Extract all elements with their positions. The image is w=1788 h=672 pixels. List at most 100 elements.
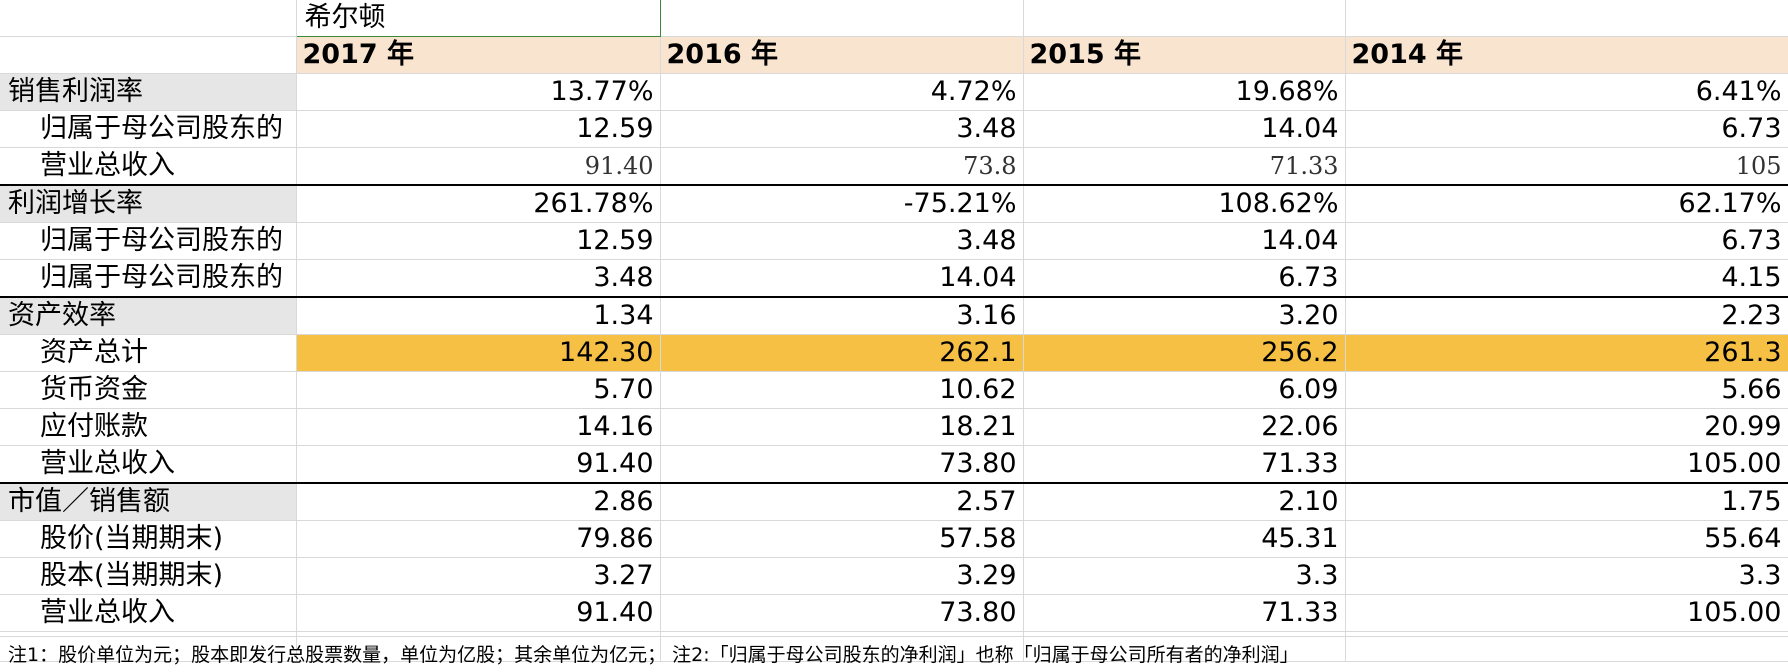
year-header-cell[interactable]: 2017 年	[296, 36, 661, 74]
value-cell[interactable]: 2.57	[660, 482, 1024, 521]
value-cell[interactable]: 22.06	[1023, 408, 1346, 446]
table-row: 股价(当期期末) 79.86 57.58 45.31 55.64	[0, 520, 1788, 558]
year-header-row: 2017 年 2016 年 2015 年 2014 年	[0, 36, 1788, 74]
footnote-text[interactable]: 注1：股价单位为元；股本即发行总股票数量，单位为亿股；其余单位为亿元； 注2:「…	[0, 636, 1788, 672]
value-cell[interactable]: 108.62%	[1023, 184, 1346, 223]
value-cell[interactable]: 73.80	[660, 594, 1024, 632]
value-cell[interactable]: 12.59	[296, 222, 661, 260]
row-label-cell[interactable]: 股本(当期期末)	[0, 557, 297, 595]
row-label-cell[interactable]: 应付账款	[0, 408, 297, 446]
table-row: 营业总收入 91.40 73.80 71.33 105.00	[0, 594, 1788, 632]
value-cell[interactable]: 262.1	[660, 334, 1024, 372]
value-cell[interactable]: 14.16	[296, 408, 661, 446]
value-cell[interactable]: 142.30	[296, 334, 661, 372]
table-row: 归属于母公司股东的 12.59 3.48 14.04 6.73	[0, 110, 1788, 148]
value-cell[interactable]: 13.77%	[296, 73, 661, 111]
value-cell[interactable]: 2.23	[1345, 296, 1788, 335]
cell-empty[interactable]	[0, 36, 297, 74]
section-label-cell[interactable]: 市值／销售额	[0, 482, 297, 521]
section-label-cell[interactable]: 资产效率	[0, 296, 297, 335]
year-header-cell[interactable]: 2015 年	[1023, 36, 1346, 74]
section-label-cell[interactable]: 销售利润率	[0, 73, 297, 111]
row-label-cell[interactable]: 归属于母公司股东的	[0, 222, 297, 260]
value-cell[interactable]: 4.72%	[660, 73, 1024, 111]
table-row: 市值／销售额 2.86 2.57 2.10 1.75	[0, 482, 1788, 521]
table-row: 归属于母公司股东的 3.48 14.04 6.73 4.15	[0, 259, 1788, 298]
value-cell[interactable]: 1.34	[296, 296, 661, 335]
row-label-cell[interactable]: 营业总收入	[0, 445, 297, 484]
value-cell[interactable]: 73.8	[660, 147, 1024, 186]
row-label-cell[interactable]: 货币资金	[0, 371, 297, 409]
value-cell[interactable]: 3.48	[660, 222, 1024, 260]
value-cell[interactable]: 1.75	[1345, 482, 1788, 521]
highlighted-row: 资产总计 142.30 262.1 256.2 261.3	[0, 334, 1788, 372]
value-cell[interactable]: -75.21%	[660, 184, 1024, 223]
value-cell[interactable]: 261.3	[1345, 334, 1788, 372]
value-cell[interactable]: 3.27	[296, 557, 661, 595]
section-label-cell[interactable]: 利润增长率	[0, 184, 297, 223]
value-cell[interactable]: 45.31	[1023, 520, 1346, 558]
value-cell[interactable]: 91.40	[296, 147, 661, 186]
row-label-cell[interactable]: 归属于母公司股东的	[0, 110, 297, 148]
value-cell[interactable]: 3.48	[660, 110, 1024, 148]
value-cell[interactable]: 2.86	[296, 482, 661, 521]
table-row: 销售利润率 13.77% 4.72% 19.68% 6.41%	[0, 73, 1788, 111]
cell-empty[interactable]	[0, 0, 297, 37]
cell-empty[interactable]	[660, 0, 1024, 37]
value-cell[interactable]: 73.80	[660, 445, 1024, 484]
value-cell[interactable]: 105.00	[1345, 594, 1788, 632]
value-cell[interactable]: 3.3	[1023, 557, 1346, 595]
table-row: 货币资金 5.70 10.62 6.09 5.66	[0, 371, 1788, 409]
value-cell[interactable]: 18.21	[660, 408, 1024, 446]
value-cell[interactable]: 5.70	[296, 371, 661, 409]
value-cell[interactable]: 2.10	[1023, 482, 1346, 521]
value-cell[interactable]: 5.66	[1345, 371, 1788, 409]
value-cell[interactable]: 91.40	[296, 594, 661, 632]
value-cell[interactable]: 71.33	[1023, 594, 1346, 632]
value-cell[interactable]: 55.64	[1345, 520, 1788, 558]
value-cell[interactable]: 14.04	[660, 259, 1024, 298]
row-label-cell[interactable]: 归属于母公司股东的	[0, 259, 297, 298]
value-cell[interactable]: 91.40	[296, 445, 661, 484]
row-label-cell[interactable]: 股价(当期期末)	[0, 520, 297, 558]
value-cell[interactable]: 6.41%	[1345, 73, 1788, 111]
value-cell[interactable]: 79.86	[296, 520, 661, 558]
value-cell[interactable]: 3.3	[1345, 557, 1788, 595]
value-cell[interactable]: 3.29	[660, 557, 1024, 595]
value-cell[interactable]: 12.59	[296, 110, 661, 148]
row-label-cell[interactable]: 营业总收入	[0, 594, 297, 632]
cell-empty[interactable]	[1345, 0, 1788, 37]
value-cell[interactable]: 19.68%	[1023, 73, 1346, 111]
row-label-cell[interactable]: 资产总计	[0, 334, 297, 372]
title-row: 希尔顿	[0, 0, 1788, 37]
company-name-cell[interactable]: 希尔顿	[296, 0, 661, 37]
value-cell[interactable]: 10.62	[660, 371, 1024, 409]
value-cell[interactable]: 6.09	[1023, 371, 1346, 409]
value-cell[interactable]: 6.73	[1345, 222, 1788, 260]
value-cell[interactable]: 14.04	[1023, 110, 1346, 148]
value-cell[interactable]: 57.58	[660, 520, 1024, 558]
value-cell[interactable]: 3.20	[1023, 296, 1346, 335]
table-row: 应付账款 14.16 18.21 22.06 20.99	[0, 408, 1788, 446]
value-cell[interactable]: 256.2	[1023, 334, 1346, 372]
cell-empty[interactable]	[1023, 0, 1346, 37]
value-cell[interactable]: 71.33	[1023, 445, 1346, 484]
value-cell[interactable]: 3.16	[660, 296, 1024, 335]
row-label-cell[interactable]: 营业总收入	[0, 147, 297, 186]
value-cell[interactable]: 71.33	[1023, 147, 1346, 186]
value-cell[interactable]: 6.73	[1345, 110, 1788, 148]
value-cell[interactable]: 105.00	[1345, 445, 1788, 484]
value-cell[interactable]: 6.73	[1023, 259, 1346, 298]
value-cell[interactable]: 261.78%	[296, 184, 661, 223]
table-row: 利润增长率 261.78% -75.21% 108.62% 62.17%	[0, 184, 1788, 223]
table-row: 归属于母公司股东的 12.59 3.48 14.04 6.73	[0, 222, 1788, 260]
value-cell[interactable]: 4.15	[1345, 259, 1788, 298]
value-cell[interactable]: 105	[1345, 147, 1788, 186]
value-cell[interactable]: 20.99	[1345, 408, 1788, 446]
value-cell[interactable]: 62.17%	[1345, 184, 1788, 223]
value-cell[interactable]: 3.48	[296, 259, 661, 298]
table-row: 营业总收入 91.40 73.8 71.33 105	[0, 147, 1788, 186]
value-cell[interactable]: 14.04	[1023, 222, 1346, 260]
year-header-cell[interactable]: 2016 年	[660, 36, 1024, 74]
year-header-cell[interactable]: 2014 年	[1345, 36, 1788, 74]
